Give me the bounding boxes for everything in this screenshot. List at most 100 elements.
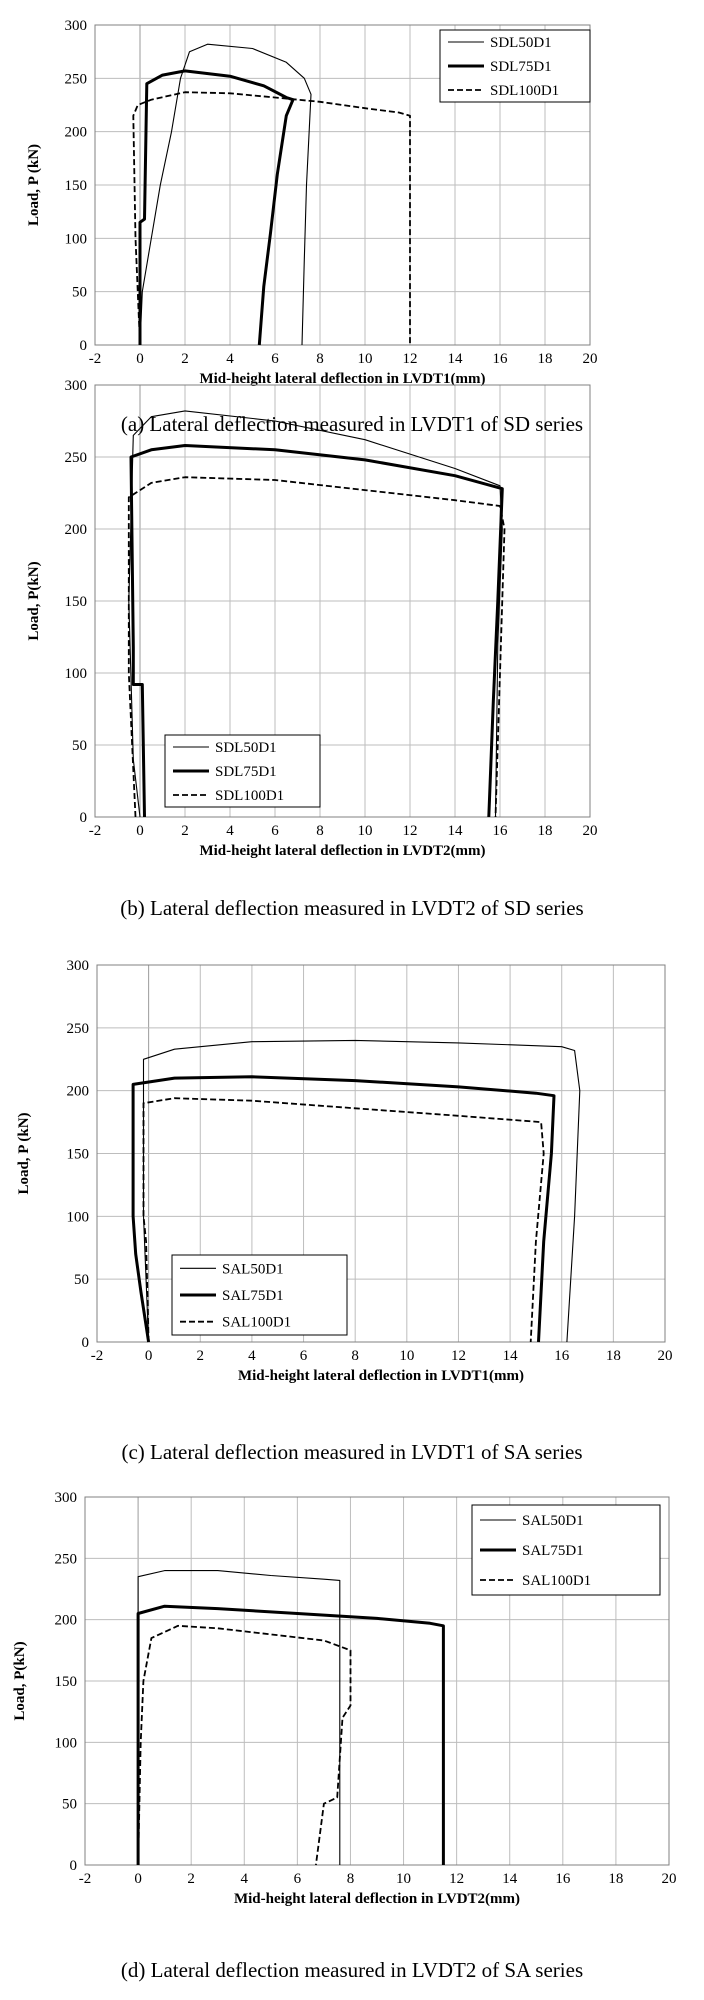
legend-label: SDL100D1: [490, 83, 559, 99]
legend-label: SAL75D1: [522, 1543, 584, 1559]
x-tick-label: 16: [493, 351, 509, 367]
caption-b: (b) Lateral deflection measured in LVDT2…: [120, 896, 584, 920]
y-axis-label: Load, P (kN): [16, 1112, 32, 1194]
plot-frame: [84, 1496, 670, 1866]
x-tick-label: 12: [403, 823, 418, 839]
x-tick-label: 18: [538, 351, 553, 367]
x-tick-label: 20: [662, 1871, 677, 1887]
x-tick-label: 12: [451, 1348, 466, 1364]
x-tick-label: 20: [583, 823, 598, 839]
chart-2: -2 0 2 4 6 8 10 12 14 16 18 20050100150200250300Mid…: [16, 958, 673, 1384]
caption-d: (d) Lateral deflection measured in LVDT2…: [120, 1958, 584, 1982]
plot-frame: [94, 24, 591, 346]
x-tick-label: 18: [538, 823, 553, 839]
y-tick-label: 250: [55, 1551, 78, 1567]
series-line-SAL75D1: [136, 1604, 445, 1865]
x-tick-label: 6: [271, 823, 279, 839]
x-tick-label: 0: [145, 1348, 153, 1364]
x-tick-label: 10: [358, 823, 373, 839]
y-tick-label: 50: [72, 738, 87, 754]
x-tick-label: 4: [248, 1348, 256, 1364]
x-tick-label: 16: [493, 823, 509, 839]
x-tick-label: 16: [554, 1348, 570, 1364]
y-tick-label: 200: [65, 125, 88, 141]
legend-label: SDL100D1: [215, 788, 284, 804]
series-line-SAL50D1: [137, 1570, 341, 1865]
x-tick-label: 10: [399, 1348, 414, 1364]
x-tick-label: 6: [271, 351, 279, 367]
series-line-SDL50D1: [139, 43, 312, 346]
y-tick-label: 0: [82, 1335, 90, 1351]
y-tick-label: 100: [55, 1735, 78, 1751]
y-tick-label: 200: [67, 1084, 90, 1100]
y-tick-label: 300: [55, 1490, 78, 1506]
y-tick-label: 200: [65, 522, 88, 538]
y-tick-label: 250: [65, 450, 88, 466]
x-tick-label: 4: [241, 1871, 249, 1887]
x-tick-label: 0: [134, 1871, 142, 1887]
x-tick-label: 14: [448, 351, 464, 367]
x-tick-label: 18: [606, 1348, 621, 1364]
x-tick-label: 6: [300, 1348, 308, 1364]
chart-1: -2 0 2 4 6 8 10 12 14 16 18 20050100150200250300Mid…: [26, 378, 598, 859]
chart-0: -2 0 2 4 6 8 10 12 14 16 18 20050100150200250300Mid…: [26, 18, 598, 387]
y-axis-label: Load, P(kN): [26, 561, 42, 640]
y-tick-label: 250: [67, 1021, 90, 1037]
x-tick-label: 14: [502, 1871, 518, 1887]
x-axis-label: Mid-height lateral deflection in LVDT1(m…: [238, 1368, 524, 1384]
x-tick-label: 0: [136, 351, 144, 367]
x-tick-label: 2: [181, 351, 189, 367]
y-tick-label: 100: [65, 231, 88, 247]
y-tick-label: 200: [55, 1613, 78, 1629]
series-line-SDL75D1: [138, 69, 295, 346]
y-tick-label: 150: [65, 594, 88, 610]
series-line-SAL100D1: [142, 1097, 545, 1343]
x-tick-label: 14: [503, 1348, 519, 1364]
y-tick-label: 150: [55, 1674, 78, 1690]
series-line-SAL100D1: [137, 1624, 352, 1866]
plot-frame: [94, 384, 591, 818]
x-tick-label: 14: [448, 823, 464, 839]
y-tick-label: 0: [70, 1858, 78, 1874]
y-tick-label: 150: [65, 178, 88, 194]
x-tick-label: 8: [316, 823, 324, 839]
x-tick-label: 18: [608, 1871, 623, 1887]
x-tick-label: 8: [316, 351, 324, 367]
x-tick-label: 6: [294, 1871, 302, 1887]
x-tick-label: 12: [449, 1871, 464, 1887]
chart-3: -2 0 2 4 6 8 10 12 14 16 18 20050100150200250300Mid…: [12, 1490, 677, 1907]
x-tick-label: 2: [181, 823, 189, 839]
legend-label: SAL75D1: [222, 1288, 284, 1304]
caption-c: (c) Lateral deflection measured in LVDT1…: [121, 1440, 583, 1464]
y-tick-label: 0: [80, 338, 88, 354]
x-tick-label: 8: [351, 1348, 359, 1364]
y-tick-label: 300: [65, 18, 88, 34]
y-axis-label: Load, P (kN): [26, 144, 42, 226]
y-tick-label: 50: [74, 1272, 89, 1288]
x-tick-label: 4: [226, 351, 234, 367]
series-line-SDL100D1: [132, 91, 411, 346]
x-tick-label: 10: [358, 351, 373, 367]
series-line-SDL100D1: [127, 476, 506, 818]
y-tick-label: 250: [65, 71, 88, 87]
legend-label: SDL50D1: [490, 35, 552, 51]
legend-label: SDL50D1: [215, 740, 277, 756]
x-tick-label: 12: [403, 351, 418, 367]
legend-label: SAL100D1: [522, 1573, 591, 1589]
x-axis-label: Mid-height lateral deflection in LVDT2(m…: [234, 1891, 520, 1907]
plot-frame: [96, 964, 666, 1343]
y-tick-label: 50: [72, 285, 87, 301]
x-axis-label: Mid-height lateral deflection in LVDT1(m…: [199, 371, 485, 387]
legend-label: SDL75D1: [490, 59, 552, 75]
y-tick-label: 100: [67, 1209, 90, 1225]
series-line-SDL75D1: [129, 444, 504, 818]
y-tick-label: 0: [80, 810, 88, 826]
x-tick-label: -2: [91, 1348, 104, 1364]
x-tick-label: -2: [89, 823, 102, 839]
x-tick-label: 16: [555, 1871, 571, 1887]
y-tick-label: 100: [65, 666, 88, 682]
y-axis-label: Load, P(kN): [12, 1641, 28, 1720]
x-tick-label: 20: [583, 351, 598, 367]
y-tick-label: 300: [67, 958, 90, 974]
